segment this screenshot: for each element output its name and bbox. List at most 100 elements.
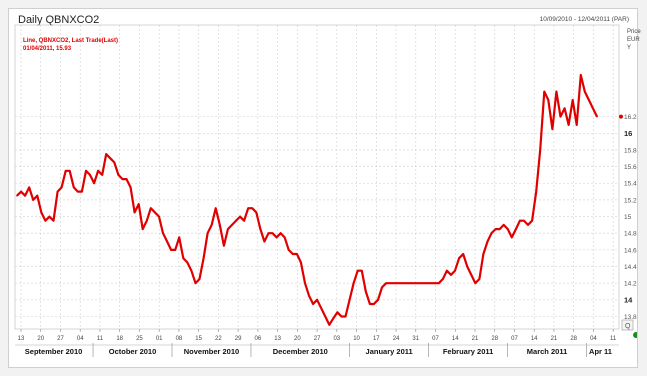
x-month-label: February 2011 — [443, 347, 493, 356]
zoom-icon[interactable]: Q — [625, 323, 631, 330]
data-point — [166, 240, 168, 243]
data-point — [502, 224, 505, 226]
data-point — [109, 157, 112, 160]
data-point — [482, 253, 485, 255]
data-point — [352, 282, 355, 285]
data-point — [239, 215, 241, 218]
data-point — [365, 290, 367, 293]
data-point — [20, 190, 22, 193]
data-point — [377, 299, 379, 301]
data-point — [421, 282, 424, 285]
data-point — [332, 317, 335, 320]
data-point — [251, 207, 253, 209]
data-point — [369, 303, 371, 305]
data-point — [555, 90, 558, 93]
x-day-label: 20 — [294, 336, 301, 342]
data-point — [511, 236, 513, 239]
data-point — [283, 236, 286, 239]
x-day-label: 01 — [156, 336, 163, 342]
x-month-label: November 2010 — [184, 347, 239, 356]
x-day-label: 14 — [452, 336, 459, 342]
data-point — [279, 232, 282, 234]
data-point — [194, 282, 197, 285]
data-point — [381, 286, 383, 289]
y-axis-labels: 16.2 16 15.8 15.6 15.4 15.2 15 14.8 14.6 14.4 14.2… — [624, 114, 637, 321]
data-point — [584, 90, 586, 93]
x-month-label: March 2011 — [527, 347, 567, 356]
data-point — [312, 303, 314, 305]
data-point — [210, 224, 213, 226]
x-day-label: 08 — [176, 336, 183, 342]
x-day-label: 22 — [215, 336, 222, 342]
y-tick-label: 14.2 — [624, 281, 637, 288]
data-point — [77, 190, 79, 193]
data-point — [551, 128, 554, 130]
data-point — [113, 161, 116, 164]
line-chart: 16.2 16 15.8 15.6 15.4 15.2 15 14.8 14.6 14.4 14.2… — [14, 24, 637, 357]
x-axis: 13 20 27 04 11 18 25 01 08 15 22 29 06 13 20 27 03 10 17 24… — [15, 329, 619, 357]
zoom-button[interactable] — [621, 319, 634, 331]
data-point — [356, 269, 359, 272]
data-point — [219, 224, 221, 226]
series-group — [16, 73, 623, 326]
data-point — [206, 232, 209, 234]
data-point — [141, 228, 144, 230]
y-tick-label: 15.2 — [624, 197, 637, 204]
x-day-label: 03 — [333, 336, 340, 342]
x-day-label: 27 — [314, 336, 321, 342]
data-point — [97, 170, 99, 172]
data-point — [543, 90, 546, 93]
chart-grid — [14, 24, 620, 330]
data-point — [596, 115, 598, 118]
x-month-label: October 2010 — [109, 347, 157, 356]
data-point — [409, 282, 412, 285]
x-month-label: Apr 11 — [589, 347, 612, 356]
data-point — [535, 190, 537, 193]
data-point — [101, 174, 103, 176]
data-point — [52, 219, 55, 222]
data-point — [519, 219, 521, 222]
data-point — [462, 253, 465, 255]
data-point — [271, 232, 274, 234]
data-point — [235, 219, 237, 222]
data-point — [438, 282, 440, 285]
data-point — [389, 282, 391, 285]
data-point — [575, 124, 578, 126]
data-point — [470, 274, 473, 276]
x-day-label: 07 — [432, 336, 439, 342]
data-point — [137, 203, 140, 205]
data-point — [186, 261, 189, 264]
data-point — [73, 186, 75, 189]
y-tick-label: 15.8 — [624, 147, 637, 154]
last-price-marker — [619, 114, 623, 119]
chart-panel: Daily QBNXCO2 10/09/2010 - 12/04/2011 (P… — [8, 8, 641, 368]
x-month-label: January 2011 — [366, 347, 413, 356]
data-point — [24, 194, 26, 197]
legend-last-value: 01/04/2011, 15.93 — [23, 46, 72, 52]
x-day-label: 31 — [412, 336, 419, 342]
y-tick-label: 14 — [624, 295, 633, 304]
data-point — [231, 224, 233, 226]
data-point — [287, 249, 290, 251]
data-point — [85, 170, 87, 172]
data-point — [539, 149, 541, 151]
y-tick-label: 15.6 — [624, 164, 637, 171]
data-point — [227, 228, 229, 230]
data-point — [348, 299, 351, 301]
currency-axis-head: EUR — [627, 37, 640, 43]
data-point — [494, 228, 497, 230]
data-point — [474, 282, 477, 285]
data-point — [198, 278, 201, 280]
data-point — [121, 178, 124, 180]
data-point — [466, 265, 469, 268]
data-point — [527, 224, 529, 226]
data-point — [243, 219, 245, 222]
data-point — [393, 282, 396, 285]
data-point — [328, 324, 331, 326]
data-point — [567, 124, 570, 126]
y-tick-label: 14.6 — [624, 247, 637, 254]
data-point — [36, 194, 39, 197]
data-point — [296, 253, 298, 255]
data-point — [373, 303, 375, 305]
data-point — [547, 99, 550, 101]
